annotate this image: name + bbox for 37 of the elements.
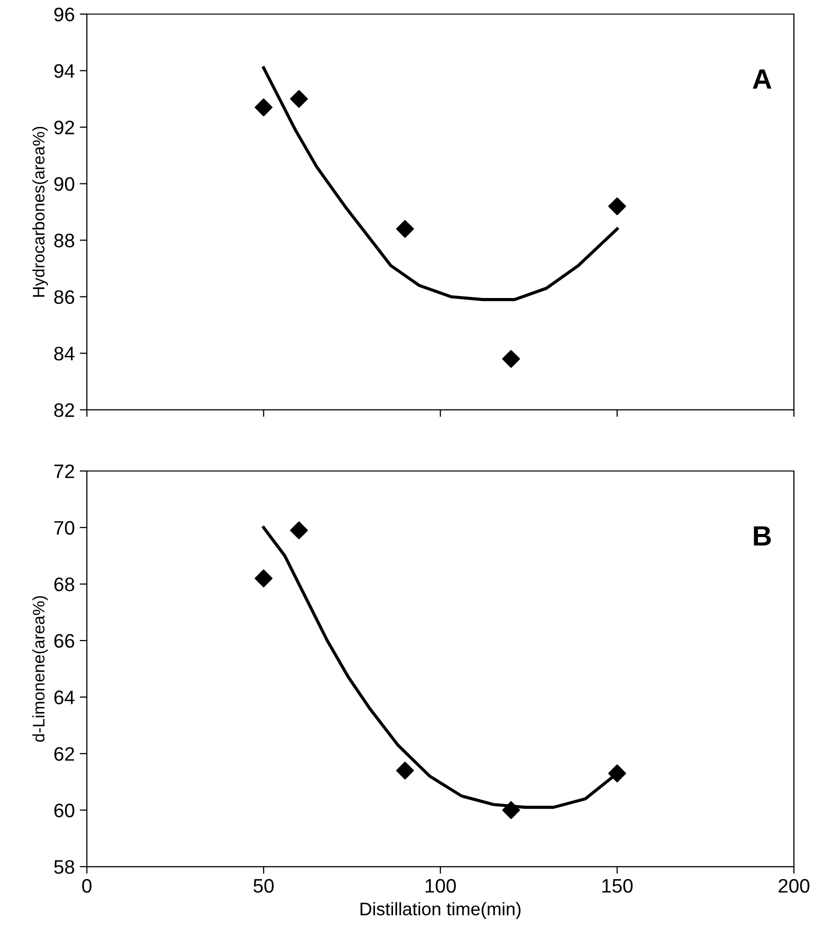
y-tick-label: 90 (54, 177, 74, 191)
point (290, 521, 308, 540)
y-tick-label: 58 (54, 860, 74, 874)
y-tick-label: 84 (54, 346, 74, 360)
x-tick-label: 100 (426, 878, 456, 893)
y-axis-title: d-Limonene(area%) (32, 596, 48, 742)
y-axis-title: Hydrocarbones(area%) (32, 126, 48, 297)
y-tick-label: 88 (54, 234, 74, 248)
y-tick-label: 92 (54, 120, 74, 134)
y-tick-label: 70 (54, 520, 74, 535)
x-axis-title: Distillation time(min) (360, 902, 521, 919)
point (608, 197, 626, 216)
annotation: A (752, 69, 772, 89)
y-tick-label: 64 (54, 690, 74, 704)
y-tick-label: 82 (54, 403, 74, 418)
y-tick-label: 96 (54, 8, 74, 22)
y-tick-label: 86 (54, 290, 74, 304)
x-tick-label: 200 (778, 878, 810, 893)
point (290, 90, 308, 108)
point (254, 98, 273, 116)
point (396, 762, 414, 780)
point (608, 764, 626, 782)
point (396, 220, 414, 238)
y-tick-label: 94 (54, 64, 74, 78)
x-tick-label: 50 (254, 878, 274, 893)
x-tick-label: 150 (602, 878, 633, 893)
y-tick-label: 62 (54, 747, 74, 761)
y-tick-label: 72 (54, 464, 74, 478)
line-series (262, 66, 619, 302)
annotation: B (754, 526, 771, 546)
y-tick-label: 60 (54, 804, 74, 818)
point (502, 350, 520, 368)
point (502, 801, 520, 820)
point (254, 569, 273, 588)
x-tick-label: 0 (82, 878, 92, 893)
y-tick-label: 66 (54, 634, 74, 648)
y-tick-label: 68 (54, 578, 74, 592)
